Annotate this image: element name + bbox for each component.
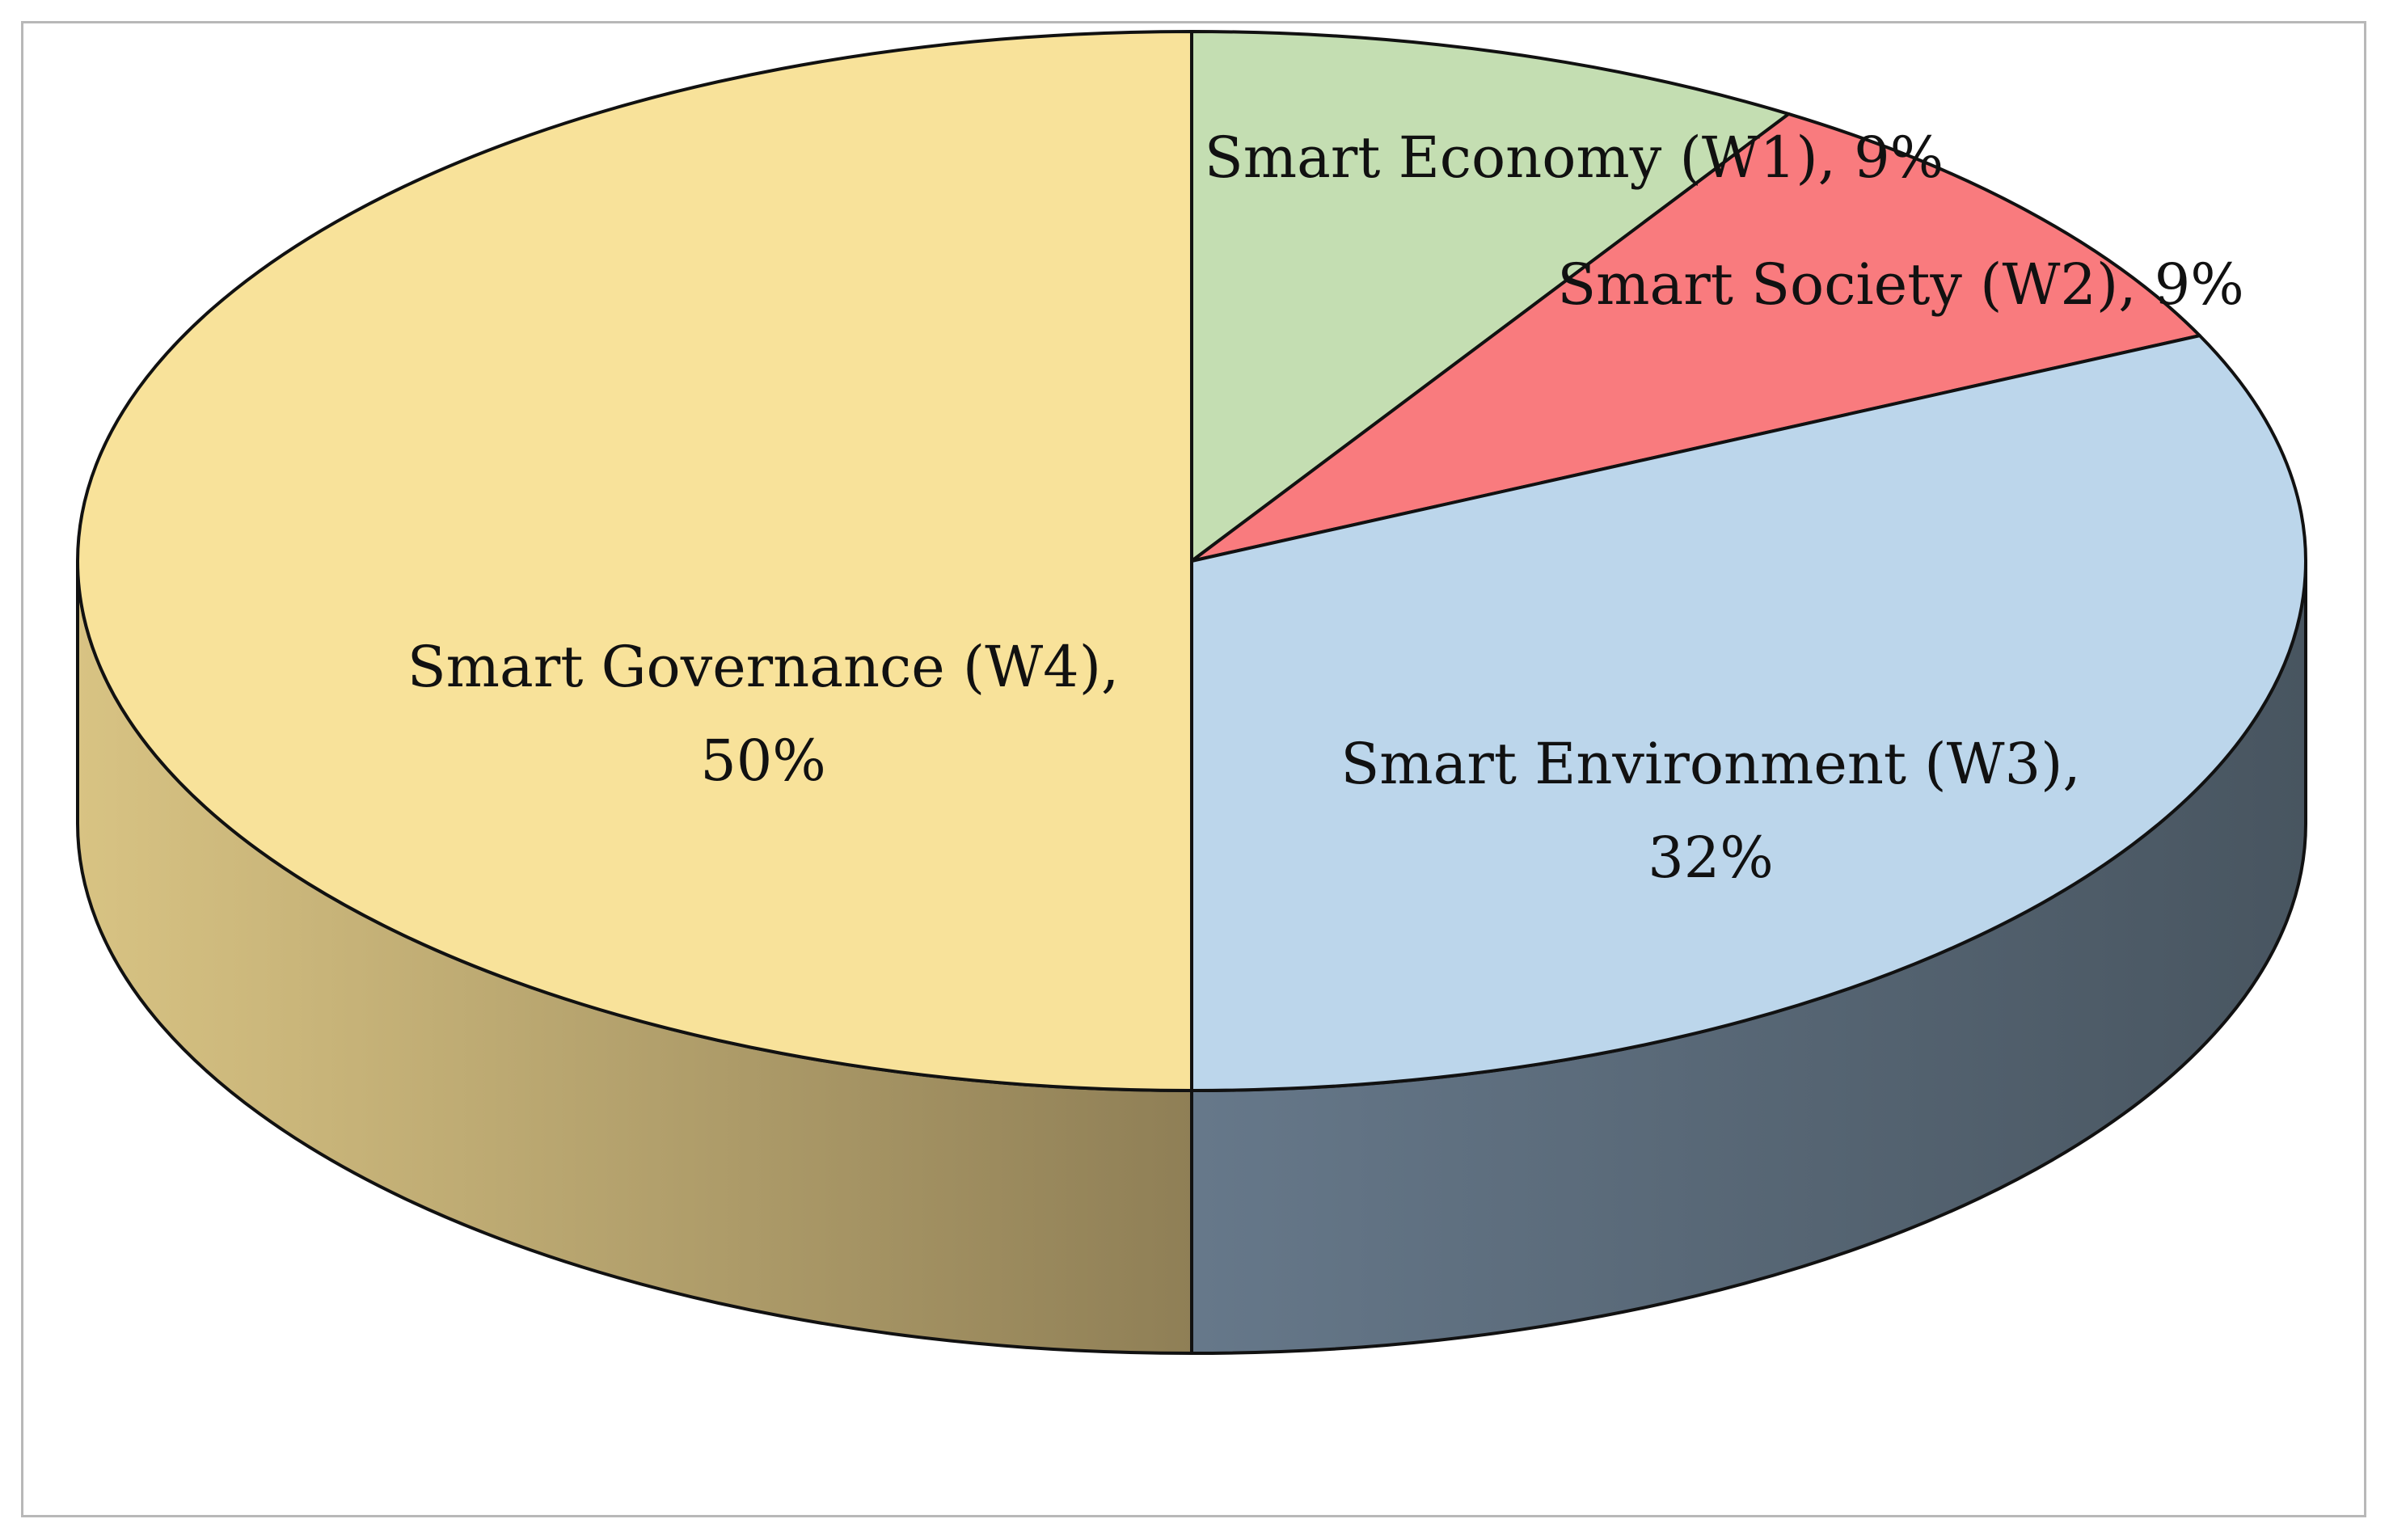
- slice-w2: [1190, 112, 2201, 563]
- slice-w1: [1190, 30, 1791, 563]
- data-label-w4-line: Smart Governance (W4),: [407, 634, 1120, 700]
- data-label-w3: Smart Environment (W3), 32%: [1340, 731, 2080, 891]
- data-label-w1: Smart Economy (W1), 9%: [1205, 124, 1944, 191]
- data-label-w4: Smart Governance (W4), 50%: [407, 634, 1120, 794]
- pie-chart: Smart Economy (W1), 9% Smart Society (W2)…: [76, 30, 2307, 1355]
- chart-frame: Smart Economy (W1), 9% Smart Society (W2)…: [21, 21, 2366, 1517]
- data-label-w2: Smart Society (W2), 9%: [1557, 251, 2244, 318]
- pie-top-slices: [76, 30, 2307, 1092]
- data-label-w3-line: 32%: [1648, 825, 1774, 891]
- data-label-w3-line: Smart Environment (W3),: [1340, 731, 2080, 797]
- data-label-w1-line: Smart Economy (W1), 9%: [1205, 124, 1944, 191]
- data-label-w4-line: 50%: [700, 728, 826, 794]
- data-label-w2-line: Smart Society (W2), 9%: [1557, 251, 2244, 318]
- pie-labels: Smart Economy (W1), 9% Smart Society (W2)…: [407, 124, 2244, 891]
- slice-w3: [1190, 334, 2307, 1092]
- slice-w4: [76, 30, 1193, 1092]
